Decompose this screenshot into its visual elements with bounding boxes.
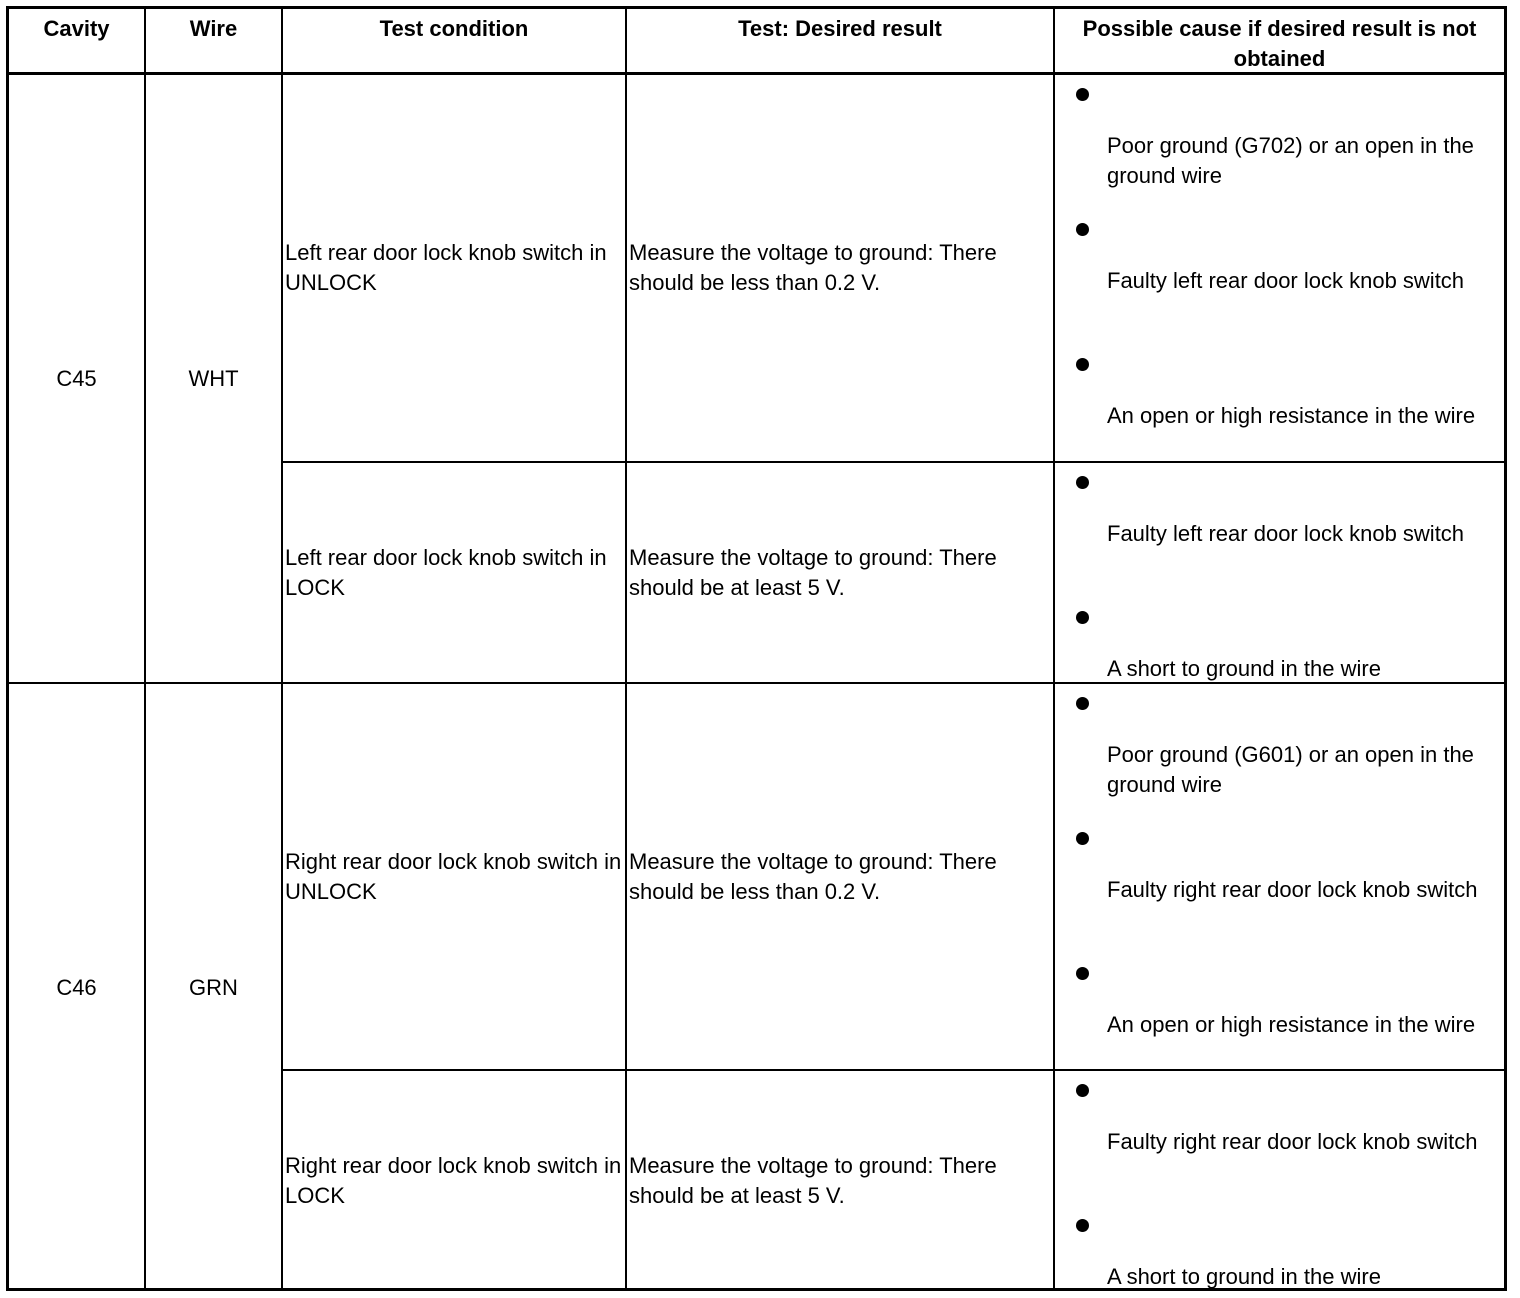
bullet-icon <box>1076 967 1089 980</box>
bullet-icon <box>1076 88 1089 101</box>
test-condition-text: Left rear door lock knob switch in LOCK <box>285 544 607 600</box>
test-condition-text: Right rear door lock knob switch in LOCK <box>285 1153 622 1208</box>
cause-text: An open or high resistance in the wire <box>1107 403 1476 428</box>
bullet-icon <box>1076 832 1089 845</box>
desired-result-text: Measure the voltage to ground: There sho… <box>629 544 997 600</box>
cavity-cell: C45 <box>9 75 146 684</box>
cavity-cell: C46 <box>9 684 146 1291</box>
cause-list-item: An open or high resistance in the wire <box>1055 345 1504 461</box>
cavity-value: C45 <box>56 365 97 391</box>
header-wire: Wire <box>146 9 283 75</box>
header-possible-cause-label: Possible cause if desired result is not … <box>1082 16 1477 71</box>
bullet-icon <box>1076 358 1089 371</box>
desired-result-cell: Measure the voltage to ground: There sho… <box>627 1071 1055 1291</box>
bullet-icon <box>1076 1219 1089 1232</box>
header-wire-label: Wire <box>189 16 238 41</box>
cause-list-item: An open or high resistance in the wire <box>1055 954 1504 1069</box>
bullet-icon <box>1076 1084 1089 1097</box>
desired-result-text: Measure the voltage to ground: There sho… <box>629 1153 997 1208</box>
possible-cause-cell: Faulty left rear door lock knob switch A … <box>1055 463 1504 684</box>
cause-list-item: Faulty right rear door lock knob switch <box>1055 1071 1504 1206</box>
cause-text: A short to ground in the wire <box>1107 656 1381 681</box>
desired-result-cell: Measure the voltage to ground: There sho… <box>627 463 1055 684</box>
wire-cell: WHT <box>146 75 283 684</box>
header-possible-cause: Possible cause if desired result is not … <box>1055 9 1504 75</box>
cause-list-item: Poor ground (G702) or an open in the gro… <box>1055 75 1504 210</box>
possible-cause-cell: Poor ground (G702) or an open in the gro… <box>1055 75 1504 463</box>
cause-text: Faulty left rear door lock knob switch <box>1107 268 1465 293</box>
test-condition-text: Left rear door lock knob switch in UNLOC… <box>285 240 607 295</box>
wire-color: WHT <box>188 365 239 391</box>
cause-text: Faulty left rear door lock knob switch <box>1107 521 1465 546</box>
test-condition-cell: Right rear door lock knob switch in UNLO… <box>283 684 627 1071</box>
cause-text: Faulty right rear door lock knob switch <box>1107 877 1478 902</box>
bullet-icon <box>1076 697 1089 710</box>
header-cavity: Cavity <box>9 9 146 75</box>
test-condition-text: Right rear door lock knob switch in UNLO… <box>285 848 622 904</box>
test-condition-cell: Left rear door lock knob switch in LOCK <box>283 463 627 684</box>
header-desired-result: Test: Desired result <box>627 9 1055 75</box>
cause-list-item: Faulty left rear door lock knob switch <box>1055 210 1504 345</box>
header-cavity-label: Cavity <box>43 16 110 41</box>
header-test-condition-label: Test condition <box>379 16 529 41</box>
desired-result-cell: Measure the voltage to ground: There sho… <box>627 684 1055 1071</box>
bullet-icon <box>1076 611 1089 624</box>
cause-text: A short to ground in the wire <box>1107 1264 1381 1289</box>
possible-cause-cell: Faulty right rear door lock knob switch A… <box>1055 1071 1504 1291</box>
cause-text: Poor ground (G601) or an open in the gro… <box>1107 742 1474 797</box>
diagnostic-table: Cavity Wire Test condition Test: Desired re… <box>6 6 1507 1291</box>
bullet-icon <box>1076 476 1089 489</box>
bullet-icon <box>1076 223 1089 236</box>
cause-list-item: Poor ground (G601) or an open in the gro… <box>1055 684 1504 819</box>
desired-result-cell: Measure the voltage to ground: There sho… <box>627 75 1055 463</box>
cause-list-item: A short to ground in the wire <box>1055 1206 1504 1291</box>
cause-list-item: Faulty right rear door lock knob switch <box>1055 819 1504 954</box>
wire-cell: GRN <box>146 684 283 1291</box>
cavity-value: C46 <box>56 974 97 1000</box>
test-condition-cell: Right rear door lock knob switch in LOCK <box>283 1071 627 1291</box>
possible-cause-cell: Poor ground (G601) or an open in the gro… <box>1055 684 1504 1071</box>
cause-text: Poor ground (G702) or an open in the gro… <box>1107 133 1474 188</box>
cause-list-item: A short to ground in the wire <box>1055 598 1504 682</box>
cause-text: An open or high resistance in the wire <box>1107 1012 1476 1037</box>
desired-result-text: Measure the voltage to ground: There sho… <box>629 848 997 904</box>
cause-text: Faulty right rear door lock knob switch <box>1107 1129 1478 1154</box>
header-desired-result-label: Test: Desired result <box>738 16 942 41</box>
cause-list-item: Faulty left rear door lock knob switch <box>1055 463 1504 598</box>
wire-color: GRN <box>189 974 238 1000</box>
header-test-condition: Test condition <box>283 9 627 75</box>
desired-result-text: Measure the voltage to ground: There sho… <box>629 240 997 295</box>
test-condition-cell: Left rear door lock knob switch in UNLOC… <box>283 75 627 463</box>
